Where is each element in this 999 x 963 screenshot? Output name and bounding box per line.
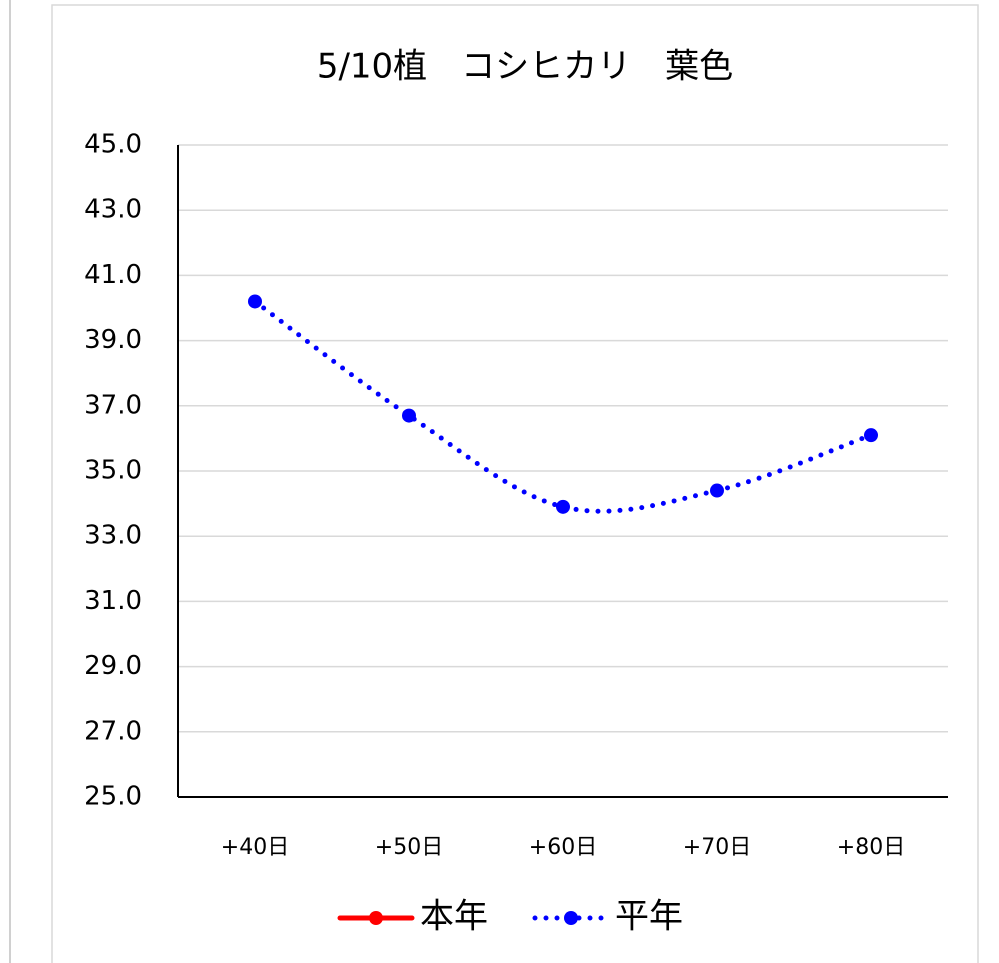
- x-tick-label: +70日: [683, 835, 751, 860]
- marker: [402, 408, 416, 423]
- y-tick-label: 31.0: [84, 586, 142, 616]
- legend-label: 本年: [420, 897, 488, 937]
- y-tick-label: 35.0: [84, 456, 142, 486]
- marker: [248, 294, 262, 309]
- y-tick-label: 45.0: [84, 130, 142, 160]
- y-tick-label: 25.0: [84, 782, 142, 812]
- x-tick-label: +40日: [221, 835, 289, 860]
- chart-title: 5/10植 コシヒカリ 葉色: [317, 47, 733, 87]
- y-tick-label: 27.0: [84, 716, 142, 746]
- y-tick-label: 33.0: [84, 521, 142, 551]
- legend-label: 平年: [615, 897, 683, 937]
- y-tick-label: 43.0: [84, 195, 142, 225]
- x-tick-label: +50日: [375, 835, 443, 860]
- y-tick-label: 37.0: [84, 390, 142, 420]
- marker: [710, 483, 724, 498]
- y-tick-label: 39.0: [84, 325, 142, 355]
- y-tick-label: 41.0: [84, 260, 142, 290]
- marker: [556, 499, 570, 514]
- chart-border: [51, 4, 979, 963]
- legend-marker: [369, 911, 383, 925]
- legend-marker: [564, 911, 578, 925]
- marker: [864, 428, 878, 443]
- x-tick-label: +60日: [529, 835, 597, 860]
- series-line: [252, 298, 874, 514]
- y-tick-label: 29.0: [84, 651, 142, 681]
- x-tick-label: +80日: [837, 835, 905, 860]
